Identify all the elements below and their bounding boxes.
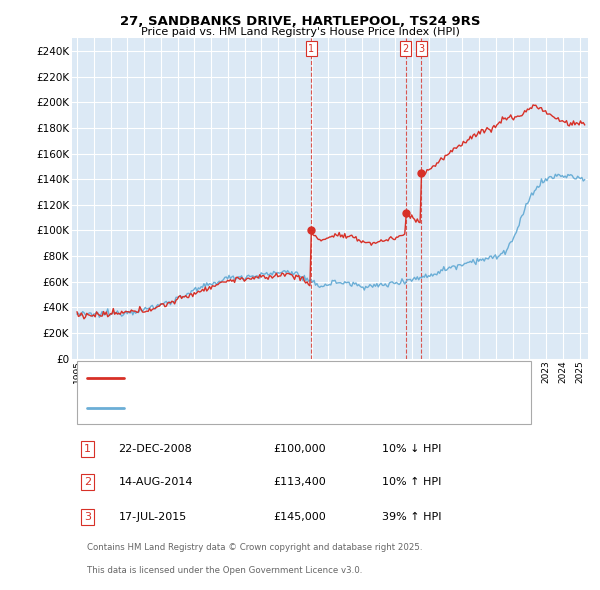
Text: 22-DEC-2008: 22-DEC-2008 [118, 444, 192, 454]
Text: 39% ↑ HPI: 39% ↑ HPI [382, 512, 441, 522]
Text: This data is licensed under the Open Government Licence v3.0.: This data is licensed under the Open Gov… [88, 566, 363, 575]
Text: 2: 2 [403, 44, 409, 54]
FancyBboxPatch shape [77, 361, 531, 424]
Text: 10% ↓ HPI: 10% ↓ HPI [382, 444, 441, 454]
Text: 10% ↑ HPI: 10% ↑ HPI [382, 477, 441, 487]
Text: 1: 1 [308, 44, 314, 54]
Text: 27, SANDBANKS DRIVE, HARTLEPOOL, TS24 9RS (semi-detached house): 27, SANDBANKS DRIVE, HARTLEPOOL, TS24 9R… [134, 373, 509, 383]
Text: 3: 3 [84, 512, 91, 522]
Text: £113,400: £113,400 [273, 477, 326, 487]
Text: 14-AUG-2014: 14-AUG-2014 [118, 477, 193, 487]
Text: £145,000: £145,000 [273, 512, 326, 522]
Text: 27, SANDBANKS DRIVE, HARTLEPOOL, TS24 9RS: 27, SANDBANKS DRIVE, HARTLEPOOL, TS24 9R… [120, 15, 480, 28]
Text: 1: 1 [84, 444, 91, 454]
Text: Contains HM Land Registry data © Crown copyright and database right 2025.: Contains HM Land Registry data © Crown c… [88, 543, 423, 552]
Text: 3: 3 [418, 44, 424, 54]
Text: 2: 2 [84, 477, 91, 487]
Text: HPI: Average price, semi-detached house, Hartlepool: HPI: Average price, semi-detached house,… [134, 403, 410, 413]
Text: Price paid vs. HM Land Registry's House Price Index (HPI): Price paid vs. HM Land Registry's House … [140, 27, 460, 37]
Text: £100,000: £100,000 [273, 444, 326, 454]
Text: 17-JUL-2015: 17-JUL-2015 [118, 512, 187, 522]
